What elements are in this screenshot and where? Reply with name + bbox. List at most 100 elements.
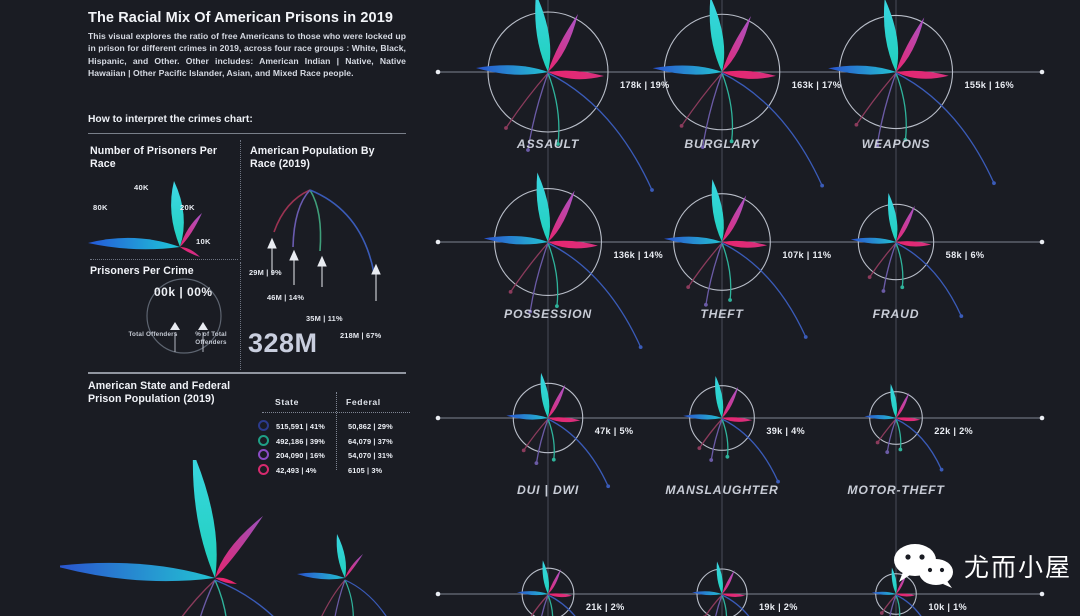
petal-black xyxy=(891,567,897,594)
crime-flower[interactable] xyxy=(692,561,767,616)
crime-circle xyxy=(663,13,781,131)
crime-value-label: 47k | 5% xyxy=(594,426,634,436)
population-tail xyxy=(876,72,897,146)
crime-flower[interactable] xyxy=(483,172,643,350)
petal-white xyxy=(864,415,896,420)
crime-flower[interactable] xyxy=(652,0,825,188)
watermark-text: 尤而小屋 xyxy=(963,554,1072,582)
population-tail xyxy=(895,594,922,616)
population-tail xyxy=(547,418,609,487)
petal-other xyxy=(722,593,746,597)
population-tail xyxy=(721,242,807,338)
crime-grid-svg xyxy=(435,0,1045,616)
axis-endpoint-dot xyxy=(1039,239,1045,245)
tail-endpoint-dot xyxy=(700,145,705,149)
tail-endpoint-dot xyxy=(508,289,513,294)
tail-endpoint-dot xyxy=(679,124,684,128)
crime-circle xyxy=(521,567,575,616)
crime-circle xyxy=(869,391,923,445)
crime-circle xyxy=(673,193,771,291)
crime-value-label: 22k | 2% xyxy=(934,426,973,436)
crime-name-label: FRAUD xyxy=(872,307,920,321)
legend-population-entry-0: 29M | 9% xyxy=(249,268,282,277)
crime-value-label: 136k | 14% xyxy=(613,250,663,260)
crime-circle xyxy=(875,573,917,615)
legend-per-crime-title: Prisoners Per Crime xyxy=(90,265,194,277)
crime-value-label: 155k | 16% xyxy=(964,80,1015,90)
population-tail xyxy=(721,72,734,142)
crime-flower[interactable] xyxy=(516,560,595,616)
axis-endpoint-dot xyxy=(1039,69,1045,75)
legend-per-crime-circle xyxy=(146,278,222,354)
crime-flower[interactable] xyxy=(506,372,611,489)
tail-endpoint-dot xyxy=(686,285,691,289)
population-tail xyxy=(547,242,642,348)
petal-white xyxy=(683,414,722,420)
petal-black xyxy=(711,179,724,242)
population-tail xyxy=(510,242,549,293)
population-tail xyxy=(547,72,560,145)
legend-petal-label-10k: 10K xyxy=(196,237,211,246)
crime-flower[interactable] xyxy=(828,0,996,186)
crime-flower[interactable] xyxy=(871,567,934,616)
crime-flower[interactable] xyxy=(476,0,654,192)
tail-endpoint-dot xyxy=(638,345,643,350)
population-tail xyxy=(710,418,723,461)
race-color-swatch xyxy=(258,463,269,475)
population-tail xyxy=(721,594,750,616)
table-cell-state: 492,186 | 39% xyxy=(276,436,325,446)
table-cell-federal: 64,079 | 37% xyxy=(348,436,393,446)
population-tail xyxy=(895,418,902,450)
crime-flower[interactable] xyxy=(664,179,808,339)
table-header-federal: Federal xyxy=(346,397,381,407)
petal-other xyxy=(896,241,932,247)
population-tail xyxy=(547,418,555,460)
petal-white xyxy=(871,591,896,595)
petal-other xyxy=(548,240,598,249)
petal-white xyxy=(483,236,548,245)
population-tail xyxy=(523,418,549,451)
page-subtitle: This visual explores the ratio of free A… xyxy=(88,31,406,79)
petal-black xyxy=(540,372,550,418)
petal-white xyxy=(506,414,548,420)
population-tail xyxy=(527,72,549,151)
legend-population-entry-1: 46M | 14% xyxy=(267,293,305,302)
petal-white xyxy=(664,236,722,245)
petal-hispanic xyxy=(896,392,910,418)
population-tail xyxy=(721,242,732,301)
tail-endpoint-dot xyxy=(903,137,908,142)
tail-endpoint-dot xyxy=(959,314,964,319)
table-cell-federal: 6105 | 3% xyxy=(348,465,383,475)
crime-circle xyxy=(493,187,603,297)
crime-value-label: 19k | 2% xyxy=(758,602,798,612)
population-tail xyxy=(687,242,723,288)
legend-prisoners-flower xyxy=(88,181,202,257)
population-tail xyxy=(721,594,728,616)
wechat-icon xyxy=(893,544,953,588)
legend-population-title: American Population By Race (2019) xyxy=(250,145,375,170)
petal-white xyxy=(692,591,722,596)
petal-hispanic xyxy=(722,569,735,594)
crime-flower[interactable] xyxy=(850,193,964,319)
crime-name-label: BURGLARY xyxy=(684,137,760,151)
petal-hispanic xyxy=(548,14,578,72)
population-tail xyxy=(547,594,576,616)
crime-value-label: 178k | 19% xyxy=(620,80,670,90)
tail-endpoint-dot xyxy=(555,304,559,309)
population-tail xyxy=(547,242,559,307)
petal-white xyxy=(476,65,548,75)
race-color-swatch xyxy=(258,449,269,460)
legend-vertical-divider-2 xyxy=(240,262,241,370)
petal-black xyxy=(716,561,723,594)
divider-table xyxy=(88,372,406,374)
crime-name-label: ASSAULT xyxy=(516,137,580,151)
petal-other xyxy=(722,70,776,79)
petal-black xyxy=(536,172,551,242)
petal-white xyxy=(652,65,722,75)
crime-flower[interactable] xyxy=(683,375,780,484)
petal-hispanic xyxy=(896,205,915,242)
tail-endpoint-dot xyxy=(725,454,730,459)
crime-flower[interactable] xyxy=(864,383,944,472)
legend-per-crime-readout: 00k | 00% xyxy=(154,285,213,299)
petal-black xyxy=(887,193,898,242)
